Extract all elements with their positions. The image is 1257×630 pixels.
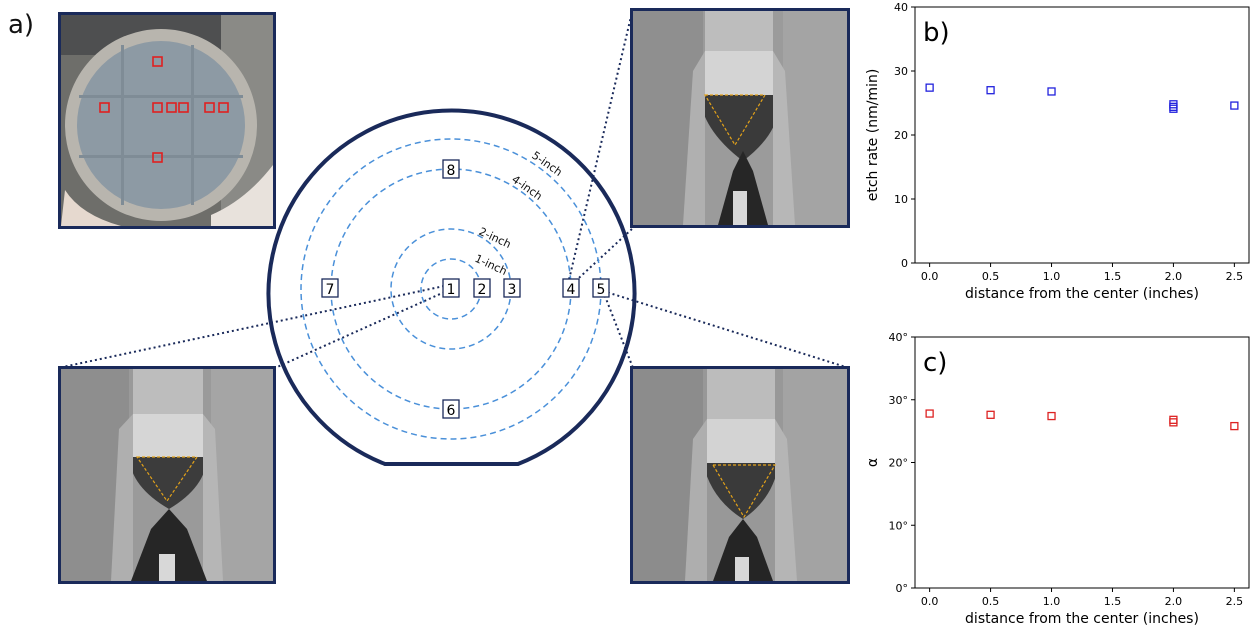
site-3: 3 (508, 282, 517, 298)
y-tick-label: 0 (901, 257, 908, 270)
sidewall-outline (135, 456, 199, 503)
data-point (925, 83, 934, 92)
site-6: 6 (447, 403, 456, 419)
sem-image-site-1 (58, 366, 276, 584)
data-point (1230, 421, 1239, 431)
site-markers: 1 2 3 4 5 6 7 8 (321, 159, 610, 419)
wafer-outline (266, 108, 637, 466)
x-tick-label: 2.0 (1165, 595, 1183, 608)
y-tick-label: 10 (894, 193, 908, 206)
x-tick-label: 0.5 (982, 270, 1000, 283)
y-tick-label: 0° (896, 582, 909, 595)
x-tick-label: 2.0 (1165, 270, 1183, 283)
y-tick-label: 20° (889, 457, 909, 470)
x-tick-label: 2.5 (1226, 270, 1244, 283)
y-tick-label: 40° (889, 331, 909, 344)
data-point (1169, 100, 1178, 109)
data-point (1230, 101, 1239, 110)
sidewall-outline (703, 94, 767, 147)
sem-image-site-5 (630, 366, 850, 584)
y-axis-label: etch rate (nm/min) (865, 69, 881, 202)
wafer-photo (58, 12, 276, 229)
sem-image-site-4 (630, 8, 850, 228)
y-tick-label: 10° (889, 519, 909, 532)
data-point (1047, 411, 1056, 421)
data-point (1169, 415, 1178, 424)
panel-label: b) (923, 18, 950, 48)
panel-label: c) (923, 348, 947, 378)
site-5: 5 (597, 282, 606, 298)
y-tick-label: 20 (894, 129, 908, 142)
x-axis-label: distance from the center (inches) (965, 611, 1199, 627)
plot-frame (914, 336, 1250, 589)
connector-lines (57, 7, 850, 369)
data-point (1047, 87, 1056, 96)
site-2: 2 (478, 282, 487, 298)
data-point (925, 409, 934, 418)
x-tick-label: 0.0 (921, 595, 939, 608)
x-tick-label: 1.0 (1043, 595, 1061, 608)
y-tick-label: 30° (889, 394, 909, 407)
data-point (986, 86, 995, 95)
site-1: 1 (447, 282, 456, 298)
data-point (1169, 102, 1178, 111)
y-axis-label: α (865, 458, 881, 467)
data-point (1169, 104, 1178, 113)
wafer-photo-drawing (61, 15, 273, 226)
x-tick-label: 1.0 (1043, 270, 1061, 283)
alpha-chart: 0.0 0.5 1.0 1.5 2.0 2.5 0° 10° 20° 30° 40° distance… (865, 331, 1250, 627)
y-tick-label: 40 (894, 1, 908, 14)
etch-rate-chart: 0.0 0.5 1.0 1.5 2.0 2.5 0 10 20 30 40 distance from… (865, 1, 1250, 302)
panel-label-a: a) (8, 10, 35, 40)
ring-label-1: 1-inch (473, 252, 509, 278)
x-tick-label: 1.5 (1104, 595, 1122, 608)
x-tick-label: 1.5 (1104, 270, 1122, 283)
x-tick-label: 0.0 (921, 270, 939, 283)
x-axis-label: distance from the center (inches) (965, 286, 1199, 302)
data-point (986, 410, 995, 419)
site-4: 4 (567, 282, 576, 298)
sidewall-outline (711, 464, 777, 519)
data-point (1169, 418, 1178, 427)
y-tick-label: 30 (894, 65, 908, 78)
site-7: 7 (326, 282, 335, 298)
x-tick-label: 2.5 (1226, 595, 1244, 608)
site-8: 8 (447, 163, 456, 179)
x-tick-label: 0.5 (982, 595, 1000, 608)
plot-frame (914, 6, 1250, 264)
